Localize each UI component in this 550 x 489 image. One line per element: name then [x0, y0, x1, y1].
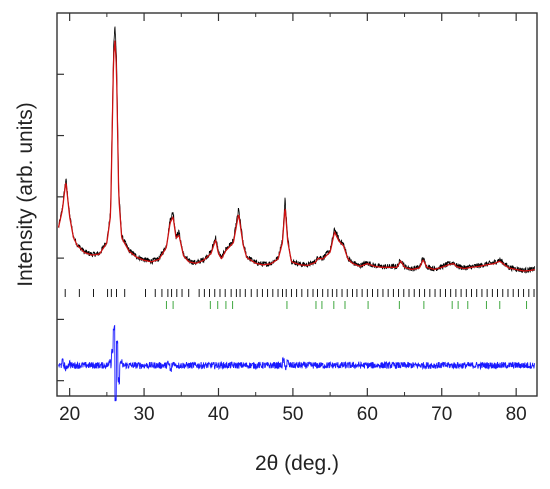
x-axis-ticks [69, 13, 517, 396]
x-tick-label: 80 [506, 404, 527, 425]
x-tick-label: 70 [431, 404, 452, 425]
x-axis-title: 2θ (deg.) [255, 452, 339, 475]
y-axis-title: Intensity (arb. units) [14, 102, 37, 286]
x-tick-label: 60 [357, 404, 378, 425]
x-tick-label: 40 [208, 404, 229, 425]
plot-frame [56, 12, 538, 397]
data-series [57, 26, 535, 402]
x-axis-tick-labels: 20 30 40 50 60 70 80 [59, 404, 527, 425]
calculated-pattern-line [57, 40, 535, 272]
y-axis-ticks [57, 73, 64, 382]
difference-curve-line [58, 324, 535, 402]
x-tick-label: 50 [282, 404, 303, 425]
observed-pattern-line [58, 26, 535, 275]
x-tick-label: 30 [133, 404, 154, 425]
x-tick-label: 20 [59, 404, 80, 425]
reflection-markers [64, 289, 535, 309]
